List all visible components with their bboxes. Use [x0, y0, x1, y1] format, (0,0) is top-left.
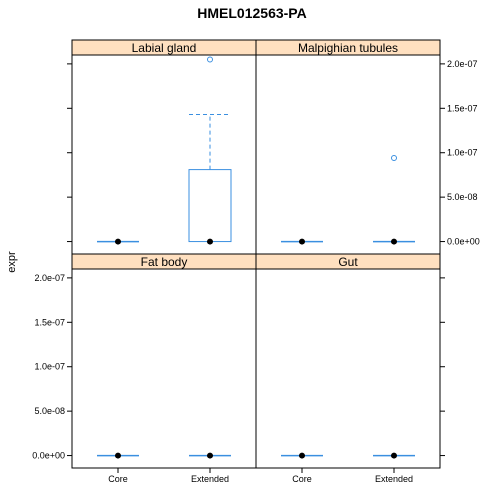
- box-labial-gland-extended: [188, 169, 232, 243]
- median-point-malpighian-tubules-core: [299, 238, 305, 245]
- y-tick-label-right-1: 5.0e-08: [447, 192, 478, 202]
- panel-frame-labial-gland: [71, 54, 257, 255]
- median-point-labial-gland-core: [115, 238, 121, 245]
- panel-frame-malpighian-tubules: [255, 54, 441, 255]
- panel-strip-label-malpighian-tubules: Malpighian tubules: [298, 41, 398, 55]
- y-tick-label-left-4: 2.0e-07: [34, 273, 65, 283]
- panel-strip-label-labial-gland: Labial gland: [132, 41, 197, 55]
- y-tick-label-left-1: 5.0e-08: [34, 406, 65, 416]
- y-tick-label-left-0: 0.0e+00: [32, 451, 65, 461]
- x-tick-label-1-extended: Extended: [375, 474, 413, 484]
- median-point-gut-core: [299, 452, 305, 459]
- median-point-labial-gland-extended: [207, 238, 213, 245]
- median-point-malpighian-tubules-extended: [391, 238, 397, 245]
- chart-title: HMEL012563-PA: [197, 5, 306, 21]
- x-tick-label-0-core: Core: [108, 474, 128, 484]
- y-tick-label-right-4: 2.0e-07: [447, 59, 478, 69]
- median-point-fat-body-core: [115, 452, 121, 459]
- y-tick-label-left-3: 1.5e-07: [34, 317, 65, 327]
- outlier-point-malpighian-tubules-extended-0: [391, 155, 397, 162]
- plot-area: Labial gland Malpighian tubules Fat body Gu…: [32, 39, 480, 484]
- panel-strip-label-gut: Gut: [338, 255, 358, 269]
- median-point-gut-extended: [391, 452, 397, 459]
- y-axis-label: expr: [6, 251, 18, 273]
- panel-strip-label-fat-body: Fat body: [141, 255, 188, 269]
- median-point-fat-body-extended: [207, 452, 213, 459]
- y-tick-label-right-0: 0.0e+00: [447, 237, 480, 247]
- y-tick-label-right-3: 1.5e-07: [447, 103, 478, 113]
- x-tick-label-0-extended: Extended: [191, 474, 229, 484]
- panel-frame-gut: [255, 268, 441, 469]
- outlier-point-labial-gland-extended-0: [207, 56, 213, 63]
- y-tick-label-right-2: 1.0e-07: [447, 148, 478, 158]
- x-tick-label-1-core: Core: [292, 474, 312, 484]
- y-tick-label-left-2: 1.0e-07: [34, 362, 65, 372]
- panel-frame-fat-body: [71, 268, 257, 469]
